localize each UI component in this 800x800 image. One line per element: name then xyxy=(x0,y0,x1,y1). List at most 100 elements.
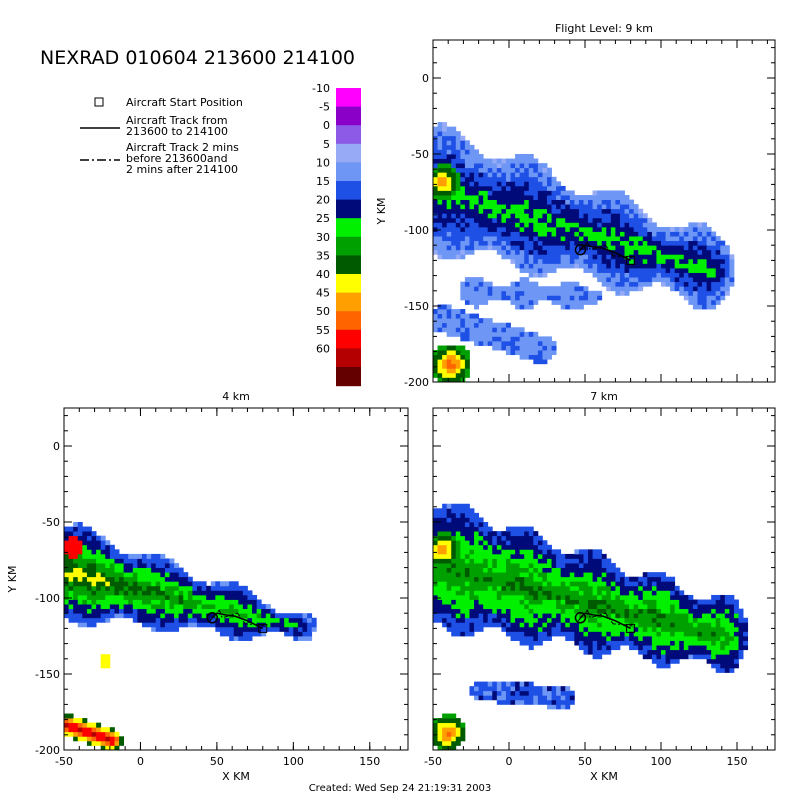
radar-cell xyxy=(119,608,125,614)
radar-cell xyxy=(128,558,134,564)
radar-cell xyxy=(661,254,666,260)
radar-cell xyxy=(233,617,239,623)
radar-cell xyxy=(96,535,102,541)
radar-cell xyxy=(469,322,475,328)
radar-cell xyxy=(519,636,525,641)
radar-cell xyxy=(574,590,580,596)
radar-cell xyxy=(164,572,170,578)
radar-cell xyxy=(533,199,539,205)
radar-cell xyxy=(123,563,129,568)
radar-cell xyxy=(442,535,448,541)
radar-cell xyxy=(569,222,575,228)
radar-cell xyxy=(460,249,466,255)
radar-cell xyxy=(651,245,657,251)
radar-cell xyxy=(624,277,630,283)
radar-cell xyxy=(528,594,534,600)
radar-cell xyxy=(460,236,466,242)
radar-cell xyxy=(460,604,466,610)
radar-cell xyxy=(542,286,548,292)
radar-cell xyxy=(487,558,493,564)
radar-cell xyxy=(560,567,566,573)
radar-cell xyxy=(510,576,516,582)
radar-cell xyxy=(528,699,534,705)
radar-cell xyxy=(437,181,443,187)
radar-cell xyxy=(86,594,92,600)
radar-cell xyxy=(647,240,653,246)
radar-cell xyxy=(524,336,530,342)
radar-cell xyxy=(187,581,193,587)
radar-cell xyxy=(601,268,607,273)
radar-cell xyxy=(510,158,516,164)
radar-cell xyxy=(123,576,129,582)
radar-cell xyxy=(565,304,571,310)
radar-cell xyxy=(610,236,616,242)
radar-cell xyxy=(77,604,83,610)
radar-cell xyxy=(451,236,457,242)
radar-cell xyxy=(619,636,625,641)
radar-cell xyxy=(528,645,534,651)
radar-cell xyxy=(519,544,525,550)
radar-cell xyxy=(433,558,438,564)
radar-cell xyxy=(610,281,616,287)
radar-cell xyxy=(224,585,230,591)
radar-cell xyxy=(697,231,703,237)
radar-cell xyxy=(446,713,452,719)
radar-cell xyxy=(224,631,230,637)
radar-cell xyxy=(638,631,644,637)
radar-cell xyxy=(474,277,479,283)
radar-cell xyxy=(642,222,648,228)
radar-cell xyxy=(73,731,79,737)
radar-cell xyxy=(510,249,516,255)
radar-cell xyxy=(505,222,511,228)
radar-cell xyxy=(455,599,461,605)
radar-cell xyxy=(588,649,593,655)
radar-cell xyxy=(624,222,630,228)
radar-cell xyxy=(464,540,470,546)
radar-cell xyxy=(474,567,479,573)
radar-cell xyxy=(515,695,521,701)
radar-cell xyxy=(551,222,557,228)
radar-cell xyxy=(501,204,507,210)
radar-cell xyxy=(174,576,180,582)
radar-cell xyxy=(77,617,83,623)
radar-cell xyxy=(560,208,566,214)
radar-cell xyxy=(738,626,744,632)
radar-cell xyxy=(629,590,635,596)
radar-cell xyxy=(629,208,635,214)
radar-cell xyxy=(560,204,566,210)
radar-cell xyxy=(556,204,562,210)
radar-cell xyxy=(537,236,543,242)
radar-cell xyxy=(437,350,443,356)
radar-cell xyxy=(688,290,694,296)
radar-cell xyxy=(164,604,170,610)
radar-cell xyxy=(114,613,120,619)
radar-cell xyxy=(451,140,457,146)
radar-cell xyxy=(565,286,571,292)
radar-cell xyxy=(483,522,489,527)
radar-cell xyxy=(702,631,707,637)
radar-cell xyxy=(91,599,97,605)
radar-cell xyxy=(615,576,621,582)
radar-cell xyxy=(574,204,580,210)
radar-cell xyxy=(510,345,516,351)
radar-cell xyxy=(442,718,448,724)
radar-cell xyxy=(141,581,147,587)
radar-cell xyxy=(256,613,262,619)
radar-cell xyxy=(515,290,521,296)
radar-cell xyxy=(542,354,548,360)
radar-cell xyxy=(692,258,698,264)
radar-cell xyxy=(547,295,552,301)
radar-cell xyxy=(624,290,630,296)
radar-cell xyxy=(592,604,598,610)
colorbar-swatch xyxy=(336,367,361,387)
radar-cell xyxy=(515,185,521,191)
radar-cell xyxy=(451,313,457,319)
radar-cell xyxy=(711,631,717,637)
radar-cell xyxy=(183,613,189,619)
radar-cell xyxy=(297,622,303,628)
radar-cell xyxy=(496,535,502,541)
radar-cell xyxy=(551,190,557,196)
radar-cell xyxy=(601,567,607,573)
radar-cell xyxy=(446,549,452,555)
radar-cell xyxy=(688,295,694,301)
